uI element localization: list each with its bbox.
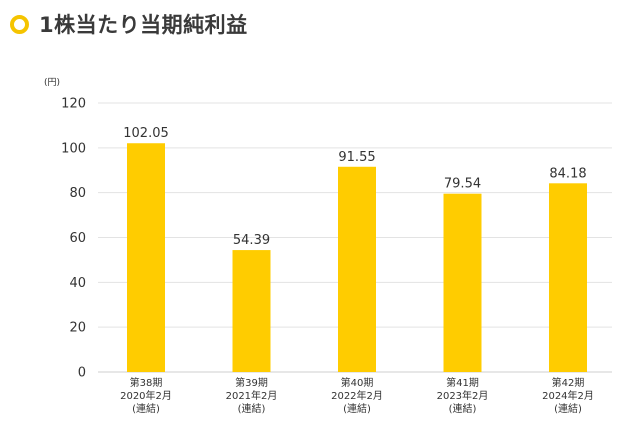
y-tick-label: 100 xyxy=(61,141,86,156)
y-tick-label: 60 xyxy=(69,231,86,246)
x-tick-label: 第38期 xyxy=(130,376,163,389)
x-tick-label: 2024年2月 xyxy=(542,389,594,402)
x-tick-label: (連結) xyxy=(238,402,266,415)
data-label: 54.39 xyxy=(233,233,270,248)
data-label: 91.55 xyxy=(338,150,375,165)
bar xyxy=(443,193,482,372)
y-tick-label: 40 xyxy=(69,276,86,291)
bar xyxy=(549,183,587,372)
bar xyxy=(338,166,376,372)
x-tick-label: (連結) xyxy=(449,402,477,415)
x-tick-label: 第42期 xyxy=(552,376,585,389)
x-tick-label: 2021年2月 xyxy=(226,389,278,402)
x-tick-label: (連結) xyxy=(554,402,582,415)
x-tick-label: (連結) xyxy=(132,402,160,415)
y-tick-label: 120 xyxy=(61,97,86,112)
y-tick-label: 80 xyxy=(69,186,86,201)
x-tick-label: 2022年2月 xyxy=(331,389,383,402)
x-tick-label: (連結) xyxy=(343,402,371,415)
x-tick-label: 2020年2月 xyxy=(120,389,172,402)
chart-title: 1株当たり当期純利益 xyxy=(39,13,248,37)
data-label: 84.18 xyxy=(549,166,586,181)
y-tick-label: 0 xyxy=(78,366,86,381)
x-tick-label: 第40期 xyxy=(341,376,374,389)
bar xyxy=(127,143,165,372)
y-axis-unit-label: (円) xyxy=(44,77,60,88)
chart-header: 1株当たり当期純利益 xyxy=(10,8,248,40)
x-tick-label: 第39期 xyxy=(235,376,268,389)
bar xyxy=(232,250,271,372)
x-tick-label: 第41期 xyxy=(446,376,479,389)
circle-bullet-icon xyxy=(10,14,29,34)
data-label: 79.54 xyxy=(444,177,481,192)
x-tick-label: 2023年2月 xyxy=(437,389,489,402)
data-label: 102.05 xyxy=(123,126,169,141)
y-tick-label: 20 xyxy=(69,321,86,336)
